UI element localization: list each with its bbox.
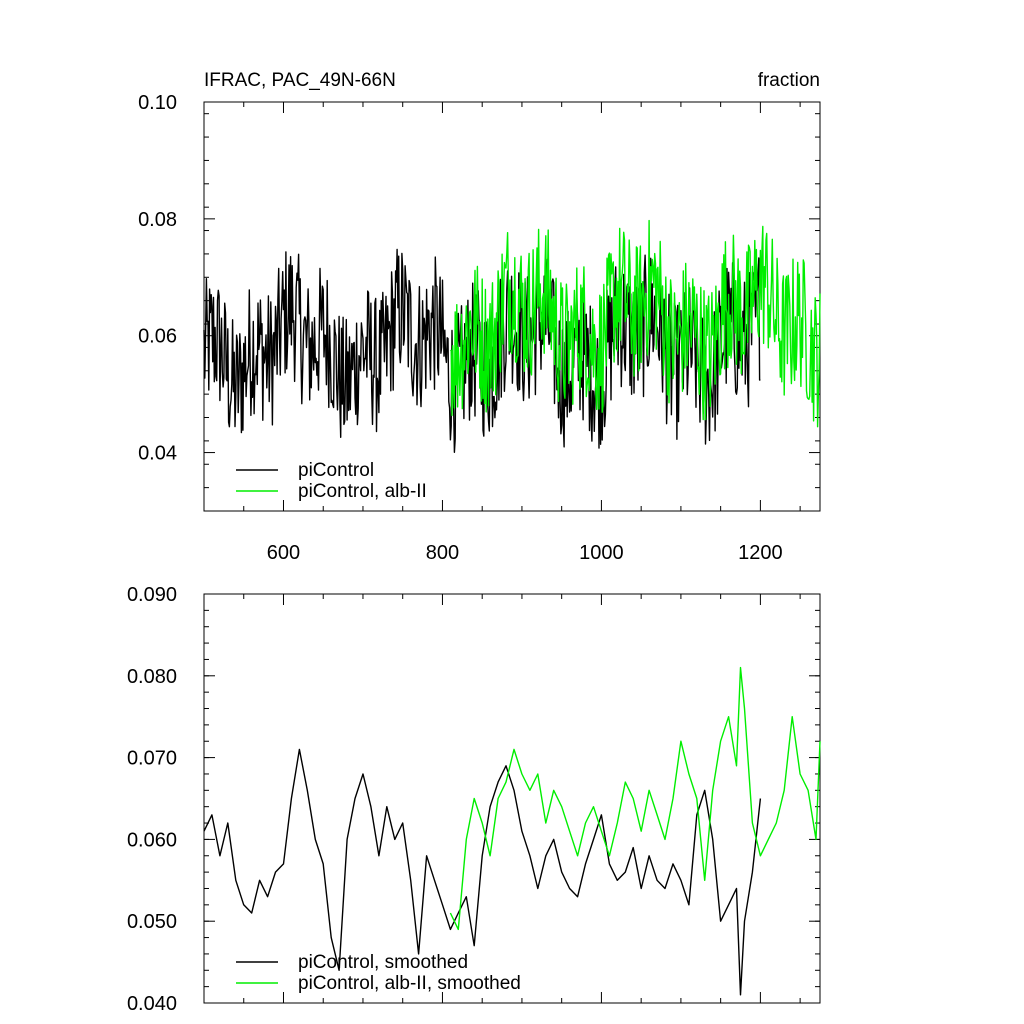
units-label: fraction [758, 70, 820, 91]
series-line-picontrol-alb-ii [449, 219, 821, 428]
y-tick-label: 0.04 [138, 443, 177, 465]
legend-top: piControl piControl, alb-II [236, 460, 427, 502]
bottom-panel: 0.040 0.050 0.060 0.070 0.080 0.090 [127, 584, 821, 1015]
y-tick-label: 0.070 [127, 748, 177, 770]
x-tick-label: 600 [267, 542, 300, 564]
x-tick-label: 800 [426, 542, 459, 564]
legend-bottom: piControl, smoothed piControl, alb-II, s… [236, 952, 521, 994]
y-tick-label: 0.080 [127, 666, 177, 688]
plot-frame [203, 593, 821, 1004]
y-tick-label: 0.090 [127, 584, 177, 606]
x-tick-label: 1200 [738, 542, 783, 564]
legend-label-picontrol-smoothed: piControl, smoothed [298, 952, 468, 973]
y-tick-label: 0.06 [138, 326, 177, 348]
series-line-picontrol-alb-ii-smoothed [449, 666, 821, 931]
y-tick-label: 0.050 [127, 911, 177, 933]
y-tick-label: 0.08 [138, 209, 177, 231]
x-tick-label: 1000 [579, 542, 624, 564]
y-tick-label: 0.10 [138, 92, 177, 114]
legend-label-alb-ii: piControl, alb-II [298, 481, 427, 502]
y-tick-label: 0.040 [127, 993, 177, 1015]
top-panel: 0.04 0.06 0.08 0.10 600 800 1000 1200 [138, 92, 821, 564]
chart-title: IFRAC, PAC_49N-66N [204, 70, 396, 91]
y-tick-label: 0.060 [127, 829, 177, 851]
series-line-picontrol-smoothed [203, 748, 762, 996]
legend-label-alb-ii-smoothed: piControl, alb-II, smoothed [298, 973, 521, 994]
legend-label-picontrol: piControl [298, 460, 374, 481]
